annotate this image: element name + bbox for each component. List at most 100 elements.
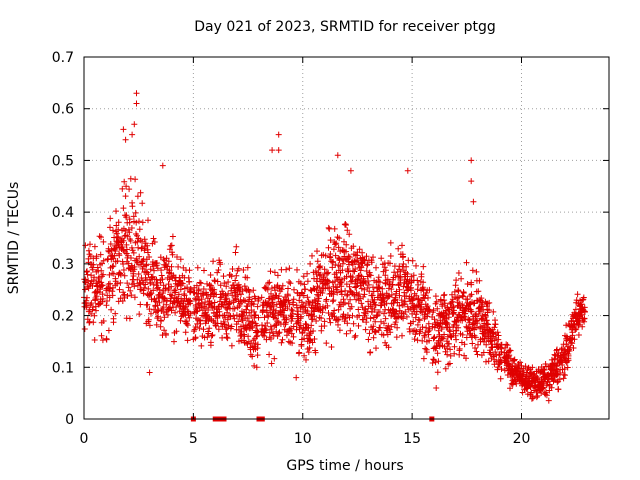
data-point <box>181 292 188 299</box>
data-point <box>385 344 392 351</box>
data-point <box>366 330 373 337</box>
data-point <box>441 343 448 350</box>
data-point <box>352 266 359 272</box>
data-point-peak <box>275 131 282 138</box>
data-point <box>274 333 281 340</box>
data-point <box>336 327 343 334</box>
data-point <box>134 193 141 200</box>
data-point <box>388 323 395 330</box>
data-point <box>382 272 389 279</box>
data-point <box>339 267 346 274</box>
data-point <box>124 293 131 299</box>
data-point <box>311 296 318 303</box>
data-point <box>379 291 386 298</box>
data-point <box>316 272 323 279</box>
data-point <box>160 282 167 289</box>
data-point <box>392 319 399 326</box>
data-point <box>310 328 317 334</box>
data-point <box>233 243 240 250</box>
data-point <box>217 261 224 268</box>
data-point <box>232 249 239 256</box>
data-point <box>288 306 295 313</box>
data-point <box>96 233 103 240</box>
data-point <box>204 334 211 341</box>
data-point <box>419 337 426 344</box>
data-point <box>326 278 332 285</box>
data-point <box>485 358 492 365</box>
data-point <box>355 272 362 279</box>
x-axis-label: GPS time / hours <box>286 458 403 474</box>
data-point <box>258 294 265 301</box>
data-point <box>412 331 419 338</box>
data-point <box>474 351 481 358</box>
data-point <box>413 311 420 318</box>
data-point <box>99 295 106 302</box>
data-point <box>218 294 225 300</box>
data-point <box>347 278 354 285</box>
data-point <box>163 262 170 269</box>
data-point <box>415 295 422 302</box>
y-tick-label: 0.1 <box>52 360 74 376</box>
data-point <box>281 299 288 306</box>
data-point <box>483 341 490 348</box>
data-point <box>254 303 261 310</box>
x-axis: 0 5 10 15 20 <box>80 57 530 447</box>
data-point <box>311 336 318 342</box>
data-point <box>255 314 262 321</box>
data-point <box>425 331 432 338</box>
data-point <box>564 364 571 371</box>
data-point <box>105 327 112 334</box>
data-point <box>425 308 432 315</box>
data-point <box>572 326 579 333</box>
data-point <box>402 308 409 315</box>
data-point <box>324 302 331 309</box>
data-point <box>403 313 410 320</box>
data-point <box>273 307 279 314</box>
data-point <box>107 224 113 231</box>
data-point <box>371 306 378 313</box>
data-point <box>335 244 342 251</box>
data-point <box>566 348 573 354</box>
data-point <box>449 291 455 298</box>
data-point <box>85 247 92 254</box>
data-point <box>172 309 179 316</box>
data-point <box>424 310 431 317</box>
data-point <box>225 301 232 308</box>
data-point <box>145 271 152 278</box>
data-point <box>93 253 100 260</box>
data-point <box>100 238 107 245</box>
data-point <box>240 297 247 304</box>
data-point <box>139 200 146 207</box>
data-point <box>388 286 395 293</box>
data-point <box>468 291 475 298</box>
data-point <box>253 322 260 329</box>
data-point <box>543 382 550 389</box>
data-point <box>468 308 475 315</box>
data-point <box>198 342 205 349</box>
data-point <box>472 334 479 341</box>
data-point <box>459 317 466 324</box>
plot-points <box>81 90 588 422</box>
data-point <box>311 313 318 320</box>
data-point <box>342 287 349 294</box>
data-point <box>81 326 88 332</box>
data-point <box>229 266 236 272</box>
data-point <box>222 326 229 333</box>
data-point <box>192 324 199 330</box>
data-point <box>318 315 325 322</box>
data-point <box>343 281 350 288</box>
data-point <box>239 288 246 294</box>
data-point <box>228 342 235 349</box>
data-point <box>154 285 160 292</box>
data-point <box>381 264 388 271</box>
data-point <box>145 285 152 292</box>
data-point <box>433 298 440 305</box>
data-point <box>491 324 498 331</box>
data-point <box>285 285 291 292</box>
data-point <box>98 281 105 288</box>
data-point <box>385 293 392 300</box>
data-point <box>578 301 585 308</box>
data-point <box>283 316 290 323</box>
data-point <box>288 330 295 337</box>
data-point <box>446 340 452 347</box>
